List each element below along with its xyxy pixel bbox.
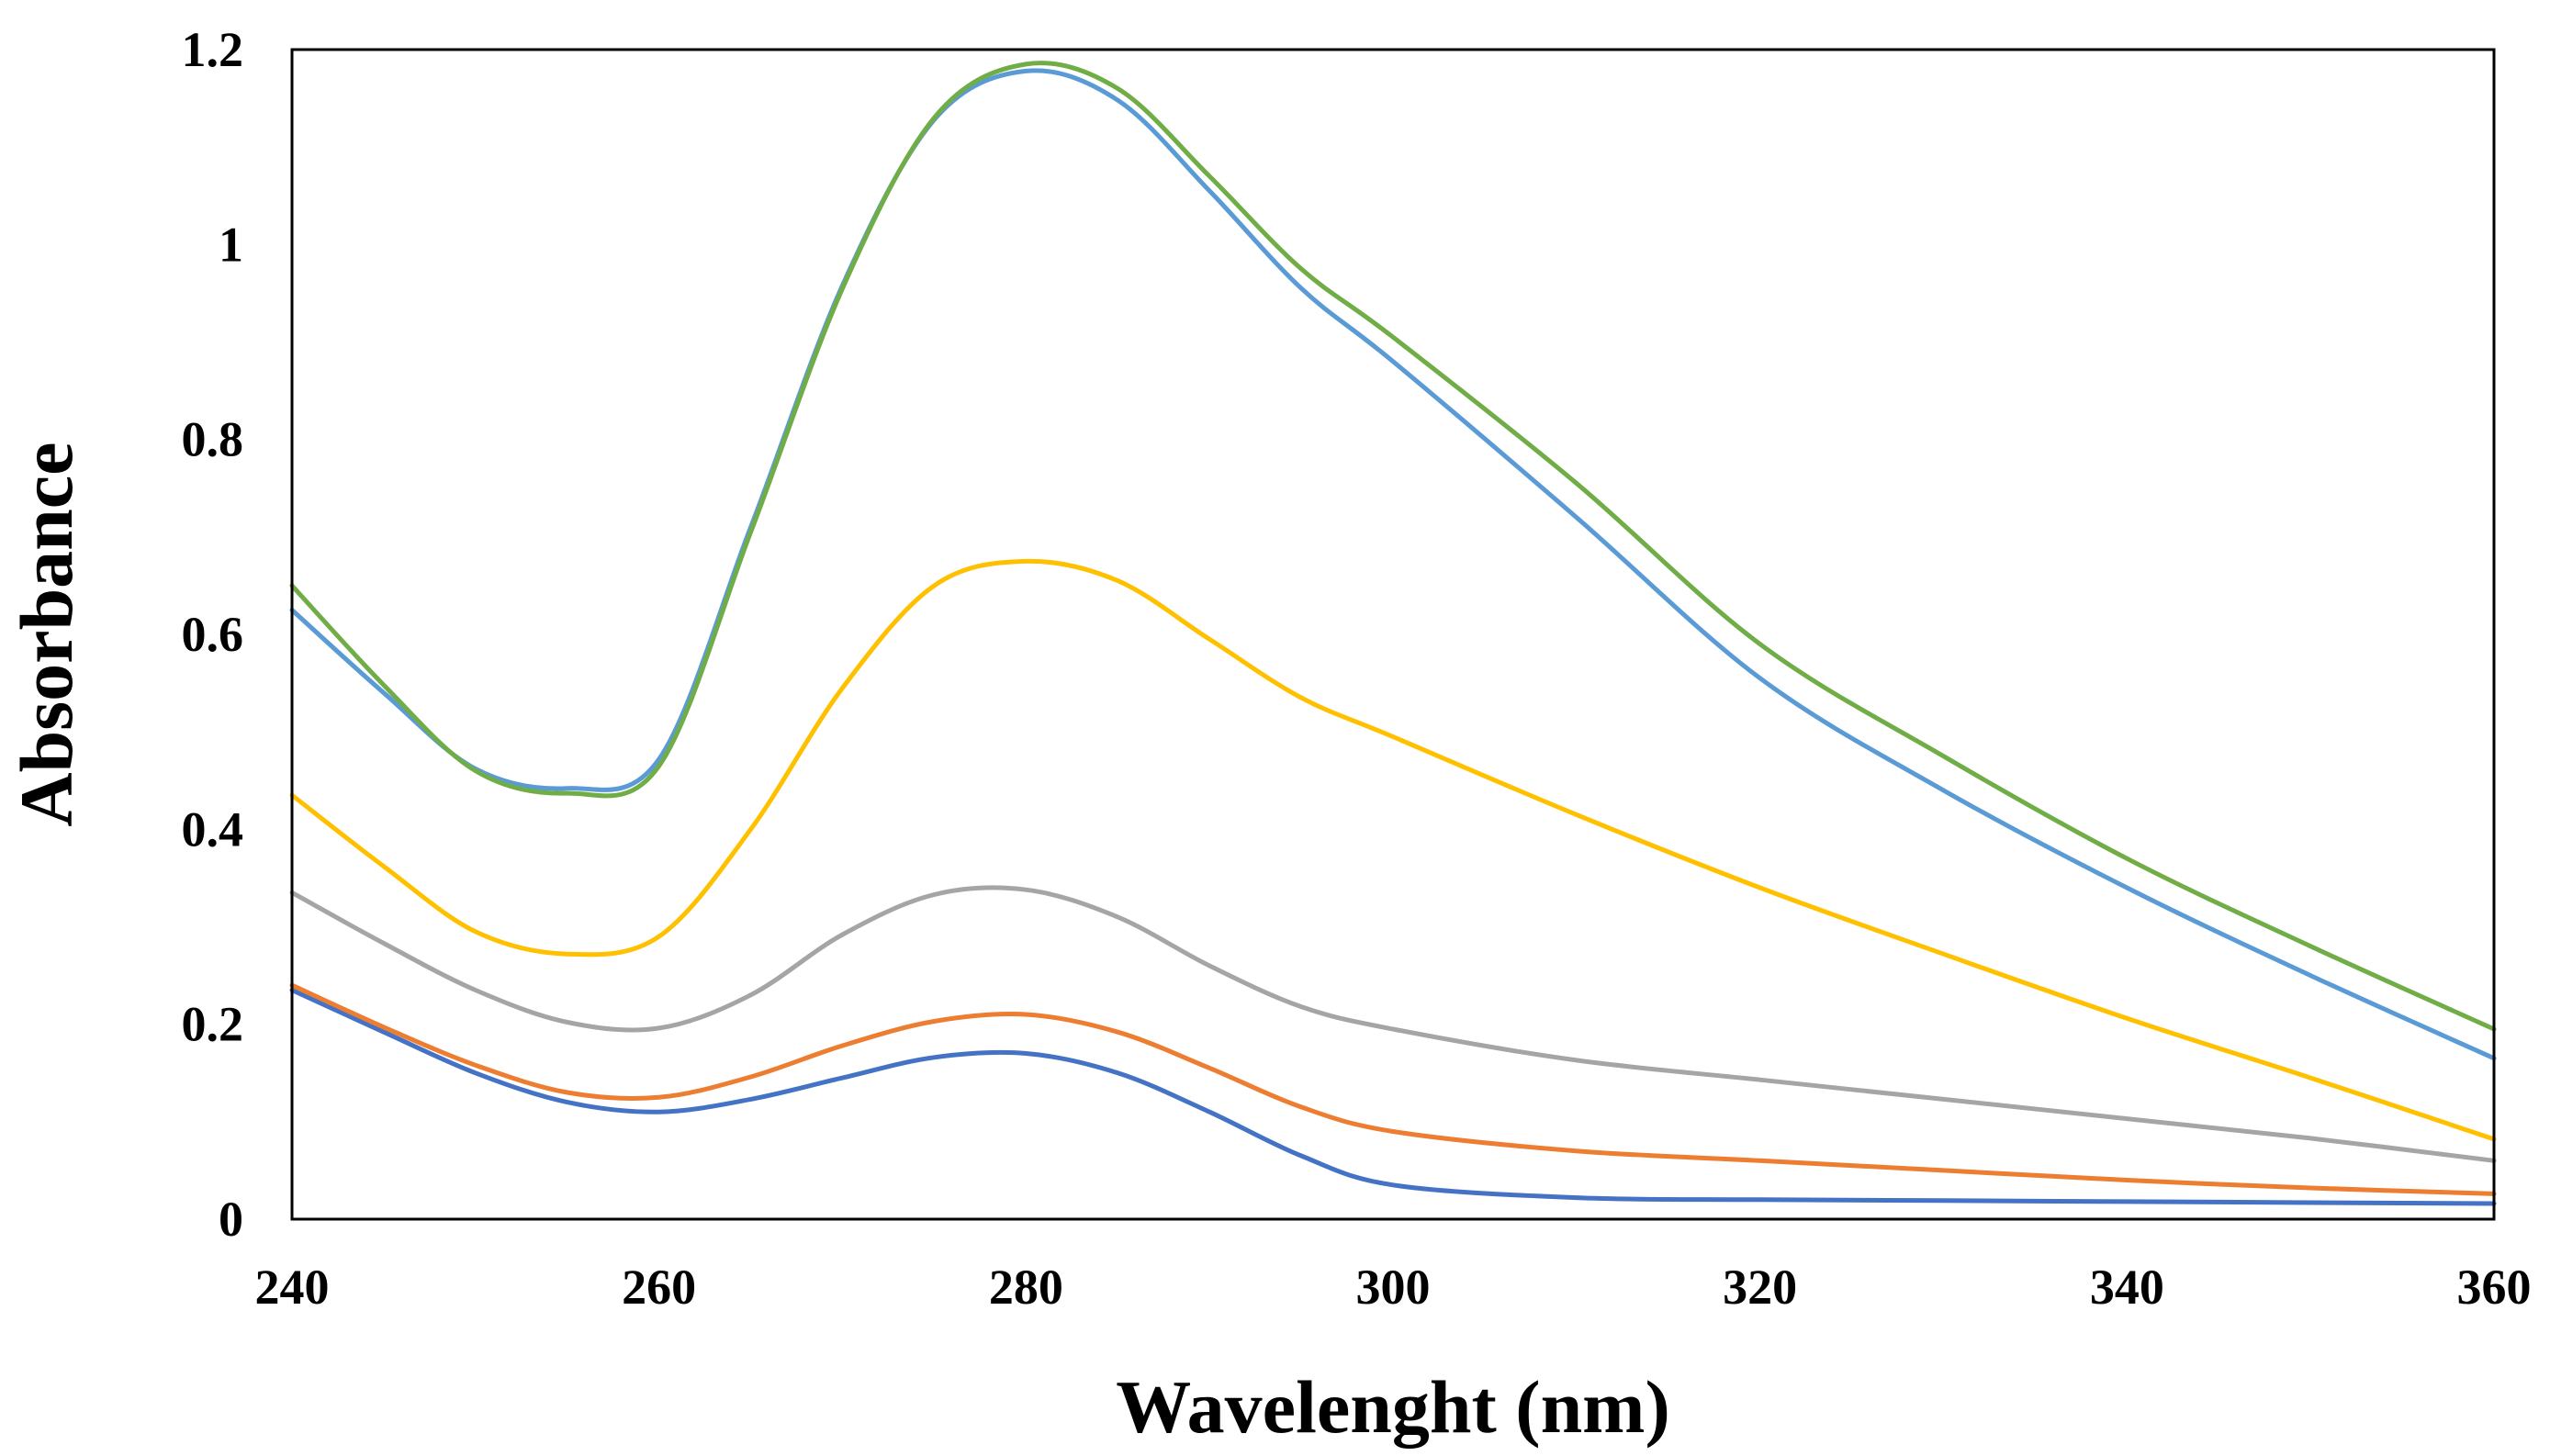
series-line-4: [289, 558, 2497, 1142]
series-line-6: [289, 61, 2497, 1032]
y-tick-label: 1.2: [182, 22, 244, 77]
series-line-1: [289, 988, 2497, 1206]
plot-area-border: [290, 48, 2496, 1221]
y-tick-label: 0.4: [182, 801, 244, 857]
series-line-5: [289, 68, 2497, 1061]
x-tick-label: 240: [255, 1260, 330, 1315]
series-line-3: [289, 885, 2497, 1163]
x-tick-label: 260: [622, 1260, 696, 1315]
y-tick-label: 0.8: [182, 412, 244, 467]
x-axis-tick-labels: 240 260 280 300 320 340 360: [255, 1260, 2532, 1315]
y-tick-label: 0.6: [182, 607, 244, 662]
y-tick-label: 0: [219, 1192, 243, 1247]
x-tick-label: 320: [1723, 1260, 1797, 1315]
y-tick-label: 0.2: [182, 997, 244, 1052]
y-axis-title: Absorbance: [5, 442, 88, 826]
series-lines: [289, 61, 2497, 1206]
x-tick-label: 280: [989, 1260, 1063, 1315]
series-line-2: [289, 982, 2497, 1196]
y-axis-tick-labels: 0 0.2 0.4 0.6 0.8 1 1.2: [182, 22, 244, 1247]
x-tick-label: 360: [2457, 1260, 2532, 1315]
x-tick-label: 300: [1356, 1260, 1431, 1315]
y-tick-label: 1: [219, 217, 243, 272]
x-axis-title: Wavelenght (nm): [1116, 1365, 1670, 1449]
x-tick-label: 340: [2090, 1260, 2164, 1315]
